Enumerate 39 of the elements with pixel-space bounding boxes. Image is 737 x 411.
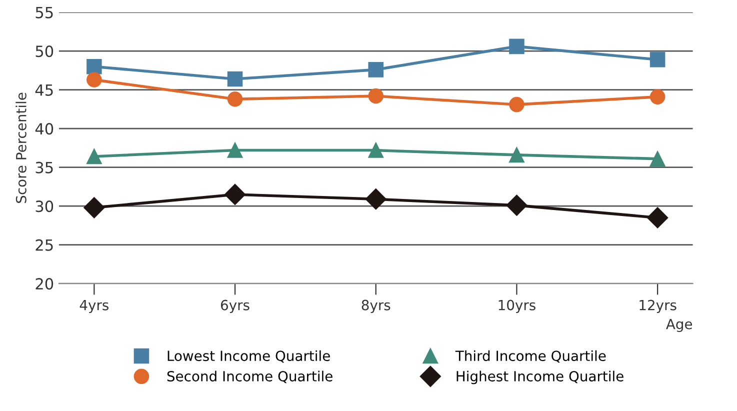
point xyxy=(368,88,384,104)
point xyxy=(365,188,386,210)
point xyxy=(650,89,666,104)
y-tick-label: 30 xyxy=(36,200,54,212)
x-axis-title: Age xyxy=(666,318,692,332)
legend-label: Lowest Income Quartile xyxy=(168,350,330,363)
point xyxy=(86,72,102,88)
y-tick-label: 50 xyxy=(36,46,54,58)
x-tick-label: 12yrs xyxy=(640,300,676,314)
y-tick-label: 40 xyxy=(35,123,54,135)
y-axis-title: Score Percentile xyxy=(16,92,26,203)
point xyxy=(86,148,102,164)
point xyxy=(509,38,524,54)
x-tick-label: 4yrs xyxy=(80,300,108,314)
point xyxy=(227,142,243,158)
x-tick-label: 10yrs xyxy=(498,300,536,314)
legend-label: Highest Income Quartile xyxy=(456,370,624,384)
point xyxy=(84,197,105,218)
legend-label: Second Income Quartile xyxy=(167,370,332,384)
y-tick-label: 55 xyxy=(36,6,53,18)
legend-label: Third Income Quartile xyxy=(455,350,606,363)
point xyxy=(506,194,528,216)
y-tick-label: 25 xyxy=(36,239,53,251)
point xyxy=(86,58,102,74)
point xyxy=(650,151,666,166)
point xyxy=(650,52,666,68)
point xyxy=(224,184,246,205)
point xyxy=(509,96,524,112)
point xyxy=(647,207,668,228)
point xyxy=(227,91,243,107)
x-tick-label: 6yrs xyxy=(220,300,250,314)
point xyxy=(368,62,384,78)
point xyxy=(509,147,524,163)
y-tick-label: 20 xyxy=(36,278,54,290)
y-tick-label: 45 xyxy=(35,84,53,96)
x-tick-label: 8yrs xyxy=(362,300,390,314)
point xyxy=(368,142,384,158)
y-tick-label: 35 xyxy=(36,162,53,174)
point xyxy=(227,71,243,87)
